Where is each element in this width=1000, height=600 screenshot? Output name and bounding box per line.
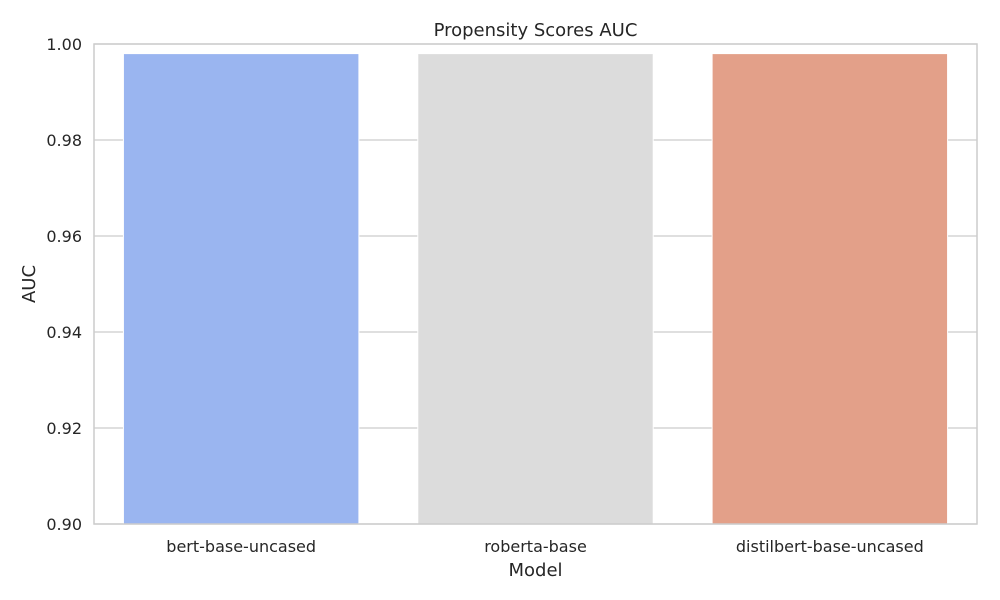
bar-bert-base-uncased (122, 53, 360, 525)
y-tick-label: 0.92 (46, 419, 82, 438)
chart-title: Propensity Scores AUC (434, 20, 638, 41)
x-tick-labels: bert-base-uncased roberta-base distilbert-… (166, 537, 923, 556)
y-tick-label: 1.00 (46, 35, 82, 54)
y-axis-label: AUC (19, 265, 40, 303)
x-tick-label: bert-base-uncased (166, 537, 316, 556)
x-axis-label: Model (508, 560, 562, 581)
y-tick-label: 0.96 (46, 227, 82, 246)
bars (122, 53, 949, 525)
y-tick-label: 0.90 (46, 515, 82, 534)
x-tick-label: distilbert-base-uncased (736, 537, 924, 556)
x-tick-label: roberta-base (484, 537, 587, 556)
bar-distilbert-base-uncased (711, 53, 949, 525)
y-tick-labels: 0.90 0.92 0.94 0.96 0.98 1.00 (46, 35, 82, 534)
plot-frame (93, 43, 978, 525)
y-tick-label: 0.98 (46, 131, 82, 150)
bar-roberta-base (417, 53, 654, 525)
y-tick-label: 0.94 (46, 323, 82, 342)
